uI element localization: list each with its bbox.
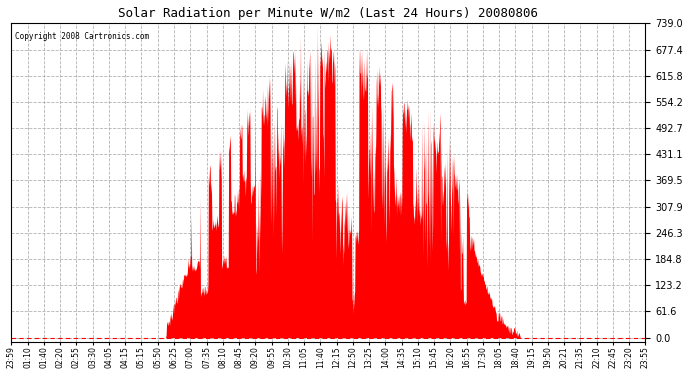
Title: Solar Radiation per Minute W/m2 (Last 24 Hours) 20080806: Solar Radiation per Minute W/m2 (Last 24… [119, 7, 538, 20]
Text: Copyright 2008 Cartronics.com: Copyright 2008 Cartronics.com [14, 32, 149, 41]
